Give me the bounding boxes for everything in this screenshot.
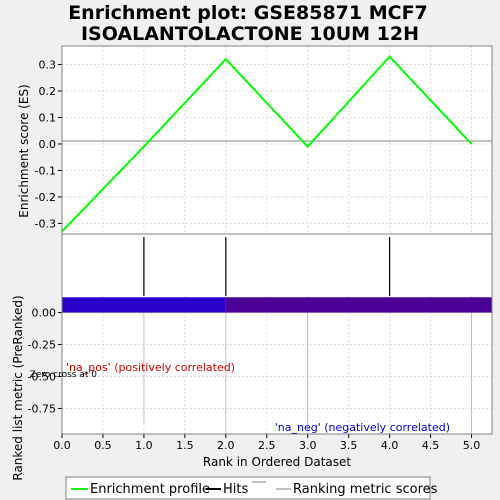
metric-x-tick-label-10: 5.0 bbox=[463, 439, 481, 452]
metric-bars bbox=[62, 297, 493, 313]
metric-x-tick-label-4: 2.0 bbox=[217, 439, 235, 452]
es-y-axis-label: Enrichment score (ES) bbox=[17, 84, 31, 217]
metric-x-tick-label-2: 1.0 bbox=[135, 439, 153, 452]
legend-label-hits: Hits bbox=[223, 482, 248, 497]
chart-title-line1: Enrichment plot: GSE85871 MCF7 bbox=[68, 2, 428, 24]
es-plot-background bbox=[62, 46, 492, 234]
metric-x-tick-label-3: 1.5 bbox=[176, 439, 194, 452]
metric-y-tick-label-1: -0.25 bbox=[28, 339, 56, 352]
metric-x-tick-label-0: 0.0 bbox=[53, 439, 71, 452]
es-y-tick-label-1: 0.2 bbox=[39, 85, 57, 98]
es-y-tick-label-5: -0.2 bbox=[35, 191, 56, 204]
es-y-tick-label-4: -0.1 bbox=[35, 164, 56, 177]
legend-box bbox=[65, 476, 431, 500]
metric-x-tick-label-6: 3.0 bbox=[299, 439, 317, 452]
metric-bar-segment-1 bbox=[225, 297, 493, 313]
legend-label-ranking-metric: Ranking metric scores bbox=[293, 482, 438, 497]
ranking-metric-lines bbox=[143, 312, 473, 434]
hits-markers bbox=[143, 237, 391, 296]
chart-title-line2: ISOALANTOLACTONE 10UM 12H bbox=[81, 23, 419, 45]
metric-x-tick-label-5: 2.5 bbox=[258, 439, 276, 452]
enrichment-profile-line bbox=[61, 55, 473, 233]
positive-correlation-label: 'na_pos' (positively correlated) bbox=[66, 361, 235, 374]
metric-x-axis-label: Rank in Ordered Dataset bbox=[203, 455, 351, 469]
metric-bar-segment-0 bbox=[62, 297, 226, 313]
metric-x-tick-label-8: 4.0 bbox=[381, 439, 399, 452]
metric-y-axis-label: Ranked list metric (PreRanked) bbox=[11, 295, 25, 480]
negative-correlation-label: 'na_neg' (negatively correlated) bbox=[275, 421, 450, 434]
hits-strip-background bbox=[62, 234, 492, 296]
metric-y-tick-labels: 0.00 -0.25 -0.50 -0.75 bbox=[28, 307, 62, 415]
metric-y-tick-label-2: -0.50 bbox=[28, 371, 56, 384]
metric-y-tick-label-0: 0.00 bbox=[32, 307, 57, 320]
es-y-tick-label-0: 0.3 bbox=[39, 59, 57, 72]
metric-plot-frame bbox=[61, 233, 493, 435]
legend-label-enrichment-profile: Enrichment profile bbox=[90, 482, 210, 497]
metric-plot-background bbox=[62, 296, 492, 434]
es-y-tick-labels: 0.3 0.2 0.1 0.0 -0.1 -0.2 -0.3 bbox=[35, 59, 62, 230]
es-plot-grid bbox=[61, 46, 492, 234]
es-y-tick-label-3: 0.0 bbox=[39, 138, 57, 151]
legend: Enrichment profile Hits Ranking metric s… bbox=[65, 476, 438, 500]
metric-x-tick-label-9: 4.5 bbox=[422, 439, 440, 452]
metric-x-tick-labels: 0.0 0.5 1.0 1.5 2.0 2.5 3.0 3.5 4.0 4.5 5.0 bbox=[53, 434, 480, 452]
es-y-tick-label-6: -0.3 bbox=[35, 217, 56, 230]
metric-y-tick-label-3: -0.75 bbox=[28, 402, 56, 415]
zero-cross-label: Zero cross at 0 bbox=[30, 370, 98, 380]
metric-x-tick-label-7: 3.5 bbox=[340, 439, 358, 452]
metric-x-tick-label-1: 0.5 bbox=[94, 439, 112, 452]
es-y-tick-label-2: 0.1 bbox=[39, 111, 57, 124]
